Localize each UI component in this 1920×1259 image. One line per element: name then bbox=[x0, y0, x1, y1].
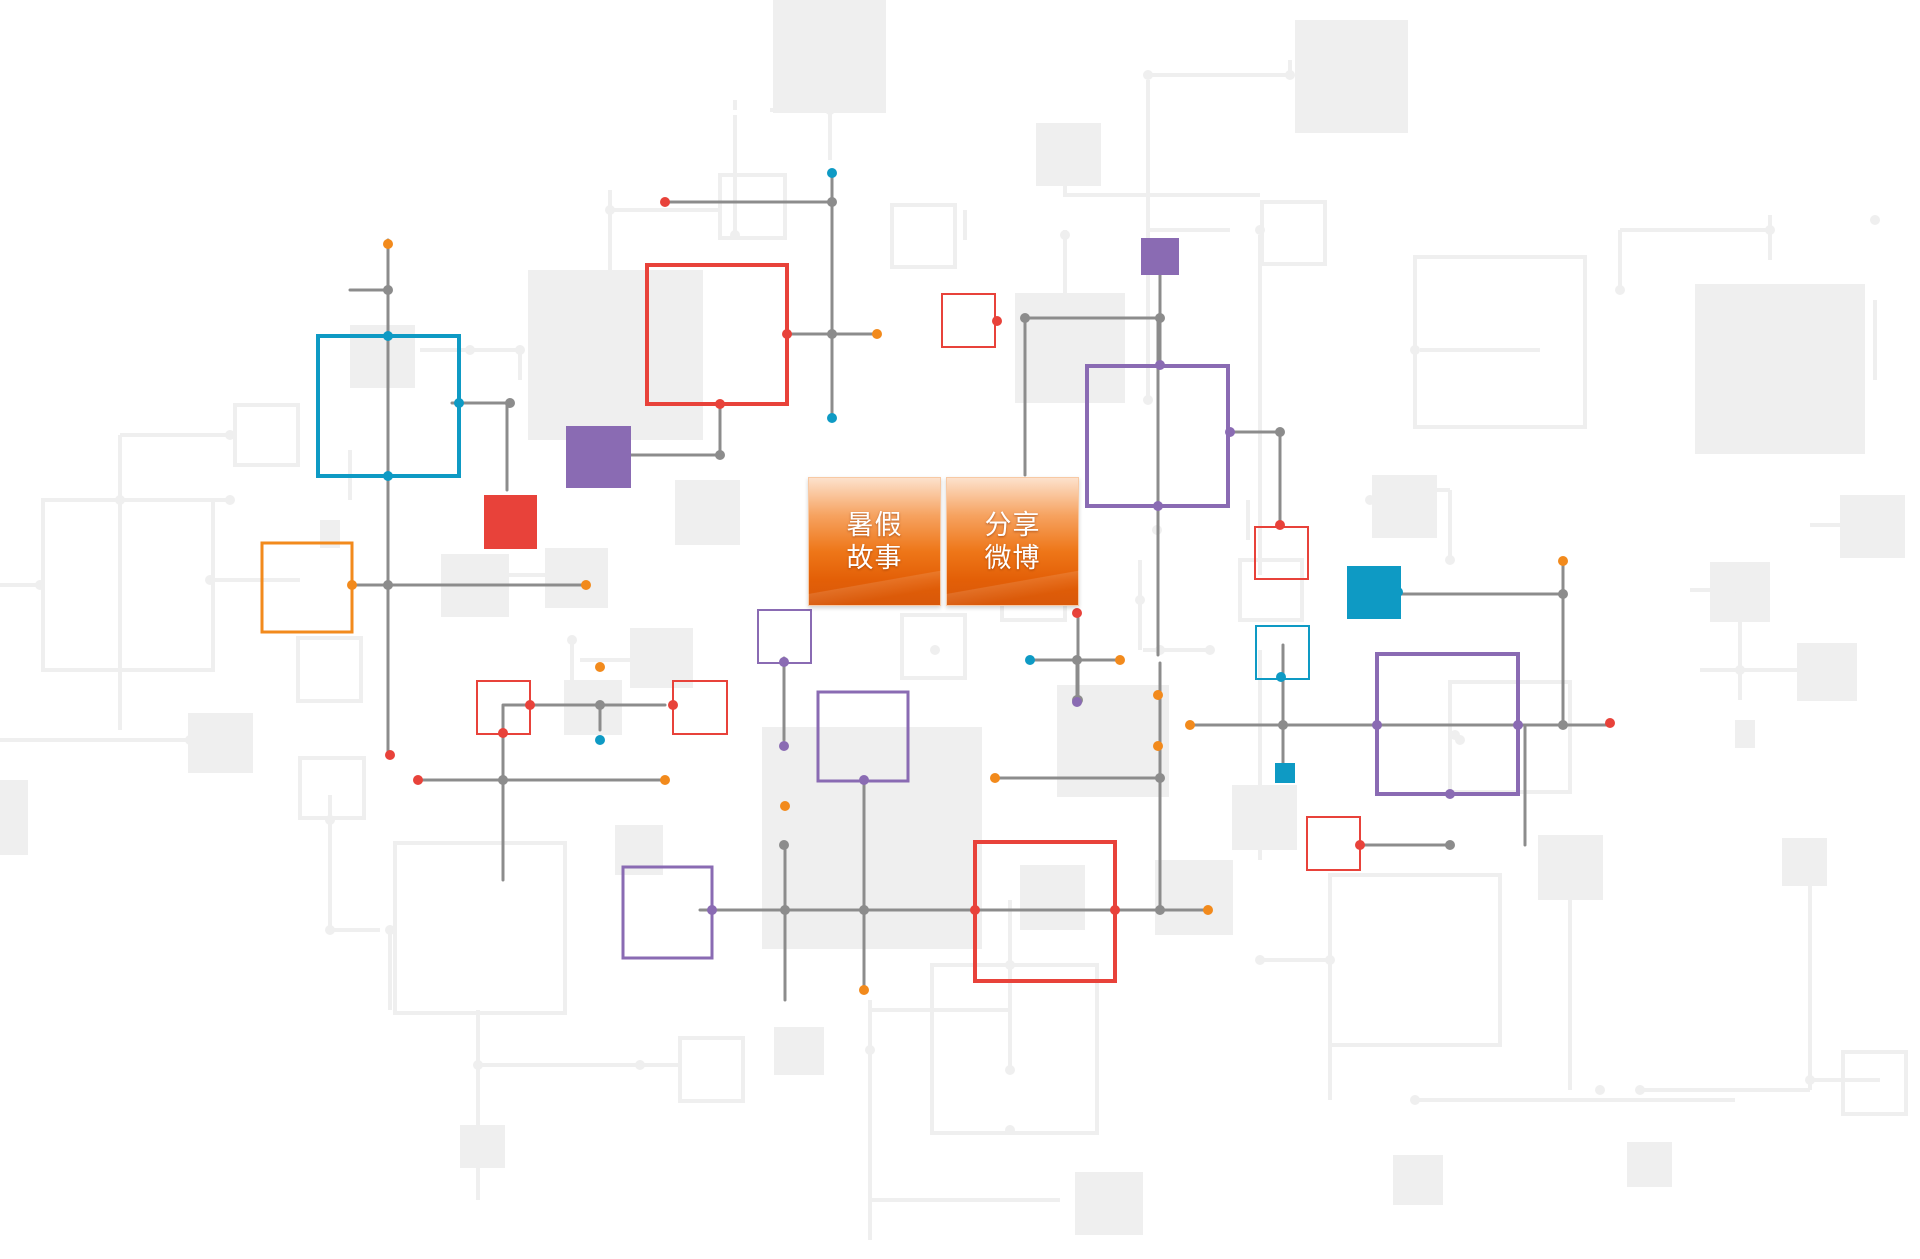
share-weibo-button[interactable]: 分享 微博 bbox=[946, 477, 1079, 606]
summer-story-label-line2: 故事 bbox=[846, 542, 903, 574]
colored-filled-squares bbox=[484, 238, 1401, 783]
connector-dots bbox=[347, 168, 1615, 995]
summer-story-button[interactable]: 暑假 故事 bbox=[808, 477, 941, 606]
share-weibo-label-line2: 微博 bbox=[984, 542, 1041, 574]
connector-lines bbox=[348, 168, 1614, 1002]
summer-story-label-line1: 暑假 bbox=[846, 509, 903, 541]
share-weibo-label-line1: 分享 bbox=[984, 509, 1041, 541]
